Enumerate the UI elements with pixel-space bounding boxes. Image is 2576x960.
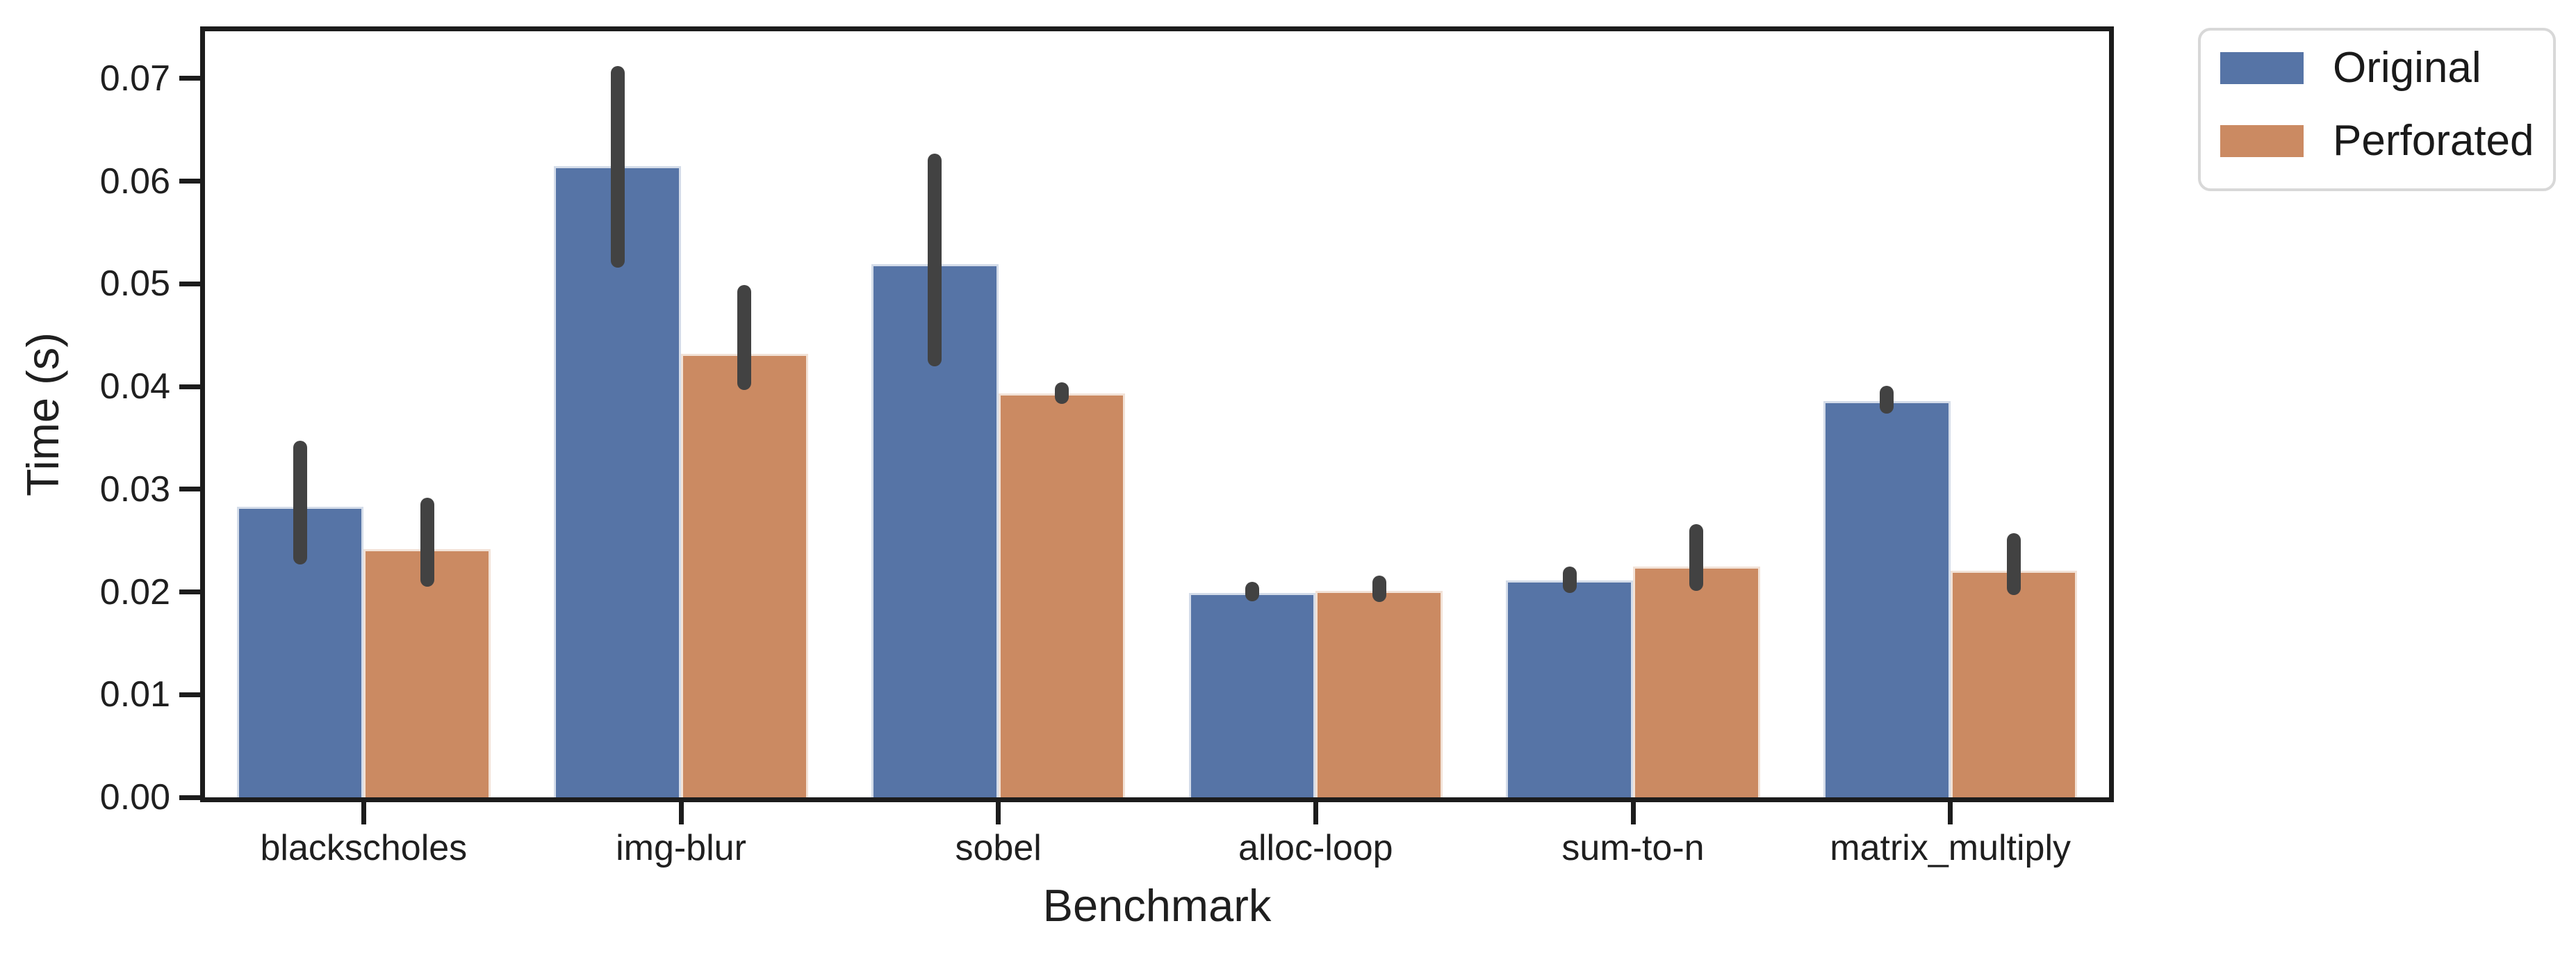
bar-perforated-matrix_multiply (1950, 570, 2078, 797)
legend-label-perforated: Perforated (2333, 117, 2534, 165)
x-axis-label: Benchmark (1042, 880, 1272, 931)
x-tick-img-blur (678, 802, 684, 824)
bar-perforated-sum-to-n (1633, 566, 1760, 797)
y-tick-label-0.03: 0.03 (99, 469, 170, 510)
y-tick-0.04 (179, 384, 200, 389)
errorbar-perforated-sobel (1055, 382, 1069, 405)
legend-label-original: Original (2333, 44, 2481, 92)
errorbar-original-matrix_multiply (1880, 385, 1894, 414)
legend-swatch-perforated (2220, 125, 2304, 157)
errorbar-original-sobel (928, 153, 942, 366)
y-tick-label-0.05: 0.05 (99, 263, 170, 304)
y-tick-0.01 (179, 692, 200, 697)
y-tick-label-0.04: 0.04 (99, 366, 170, 407)
x-tick-sum-to-n (1630, 802, 1636, 824)
x-tick-label-img-blur: img-blur (616, 828, 746, 868)
errorbar-perforated-sum-to-n (1689, 524, 1704, 592)
errorbar-perforated-matrix_multiply (2007, 533, 2021, 595)
y-tick-0.03 (179, 487, 200, 492)
errorbar-original-sum-to-n (1562, 566, 1577, 594)
x-tick-alloc-loop (1313, 802, 1318, 824)
x-tick-sobel (996, 802, 1001, 824)
y-tick-label-0.01: 0.01 (99, 674, 170, 715)
y-tick-0.06 (179, 179, 200, 184)
bar-original-img-blur (554, 165, 681, 797)
errorbar-original-blackscholes (293, 441, 307, 564)
bar-original-matrix_multiply (1823, 400, 1951, 797)
x-tick-label-sobel: sobel (955, 828, 1042, 868)
bar-perforated-blackscholes (363, 548, 491, 797)
y-tick-0.02 (179, 589, 200, 595)
bar-perforated-alloc-loop (1315, 591, 1443, 797)
x-tick-label-blackscholes: blackscholes (260, 828, 468, 868)
x-tick-blackscholes (361, 802, 366, 824)
legend-item-original: Original (2201, 36, 2553, 100)
bar-perforated-img-blur (681, 353, 808, 797)
y-tick-label-0.06: 0.06 (99, 161, 170, 202)
axes-frame (200, 26, 2114, 802)
errorbar-perforated-alloc-loop (1372, 575, 1386, 603)
x-tick-label-alloc-loop: alloc-loop (1238, 828, 1393, 868)
y-tick-0.05 (179, 281, 200, 286)
legend-swatch-original (2220, 52, 2304, 84)
legend: Original Perforated (2198, 28, 2556, 191)
x-tick-label-matrix_multiply: matrix_multiply (1830, 828, 2072, 868)
y-tick-label-0.00: 0.00 (99, 777, 170, 817)
errorbar-perforated-img-blur (737, 284, 752, 390)
bar-original-sum-to-n (1506, 580, 1633, 797)
y-axis-label: Time (s) (17, 332, 68, 496)
y-tick-0.07 (179, 76, 200, 81)
y-tick-label-0.07: 0.07 (99, 58, 170, 99)
y-tick-0.00 (179, 795, 200, 800)
bar-original-alloc-loop (1188, 593, 1316, 797)
errorbar-original-alloc-loop (1245, 581, 1259, 601)
x-tick-matrix_multiply (1948, 802, 1953, 824)
x-tick-label-sum-to-n: sum-to-n (1561, 828, 1705, 868)
errorbar-perforated-blackscholes (420, 497, 434, 587)
legend-item-perforated: Perforated (2201, 109, 2553, 173)
errorbar-original-img-blur (610, 66, 625, 268)
bar-perforated-sobel (998, 393, 1126, 797)
y-tick-label-0.02: 0.02 (99, 571, 170, 612)
